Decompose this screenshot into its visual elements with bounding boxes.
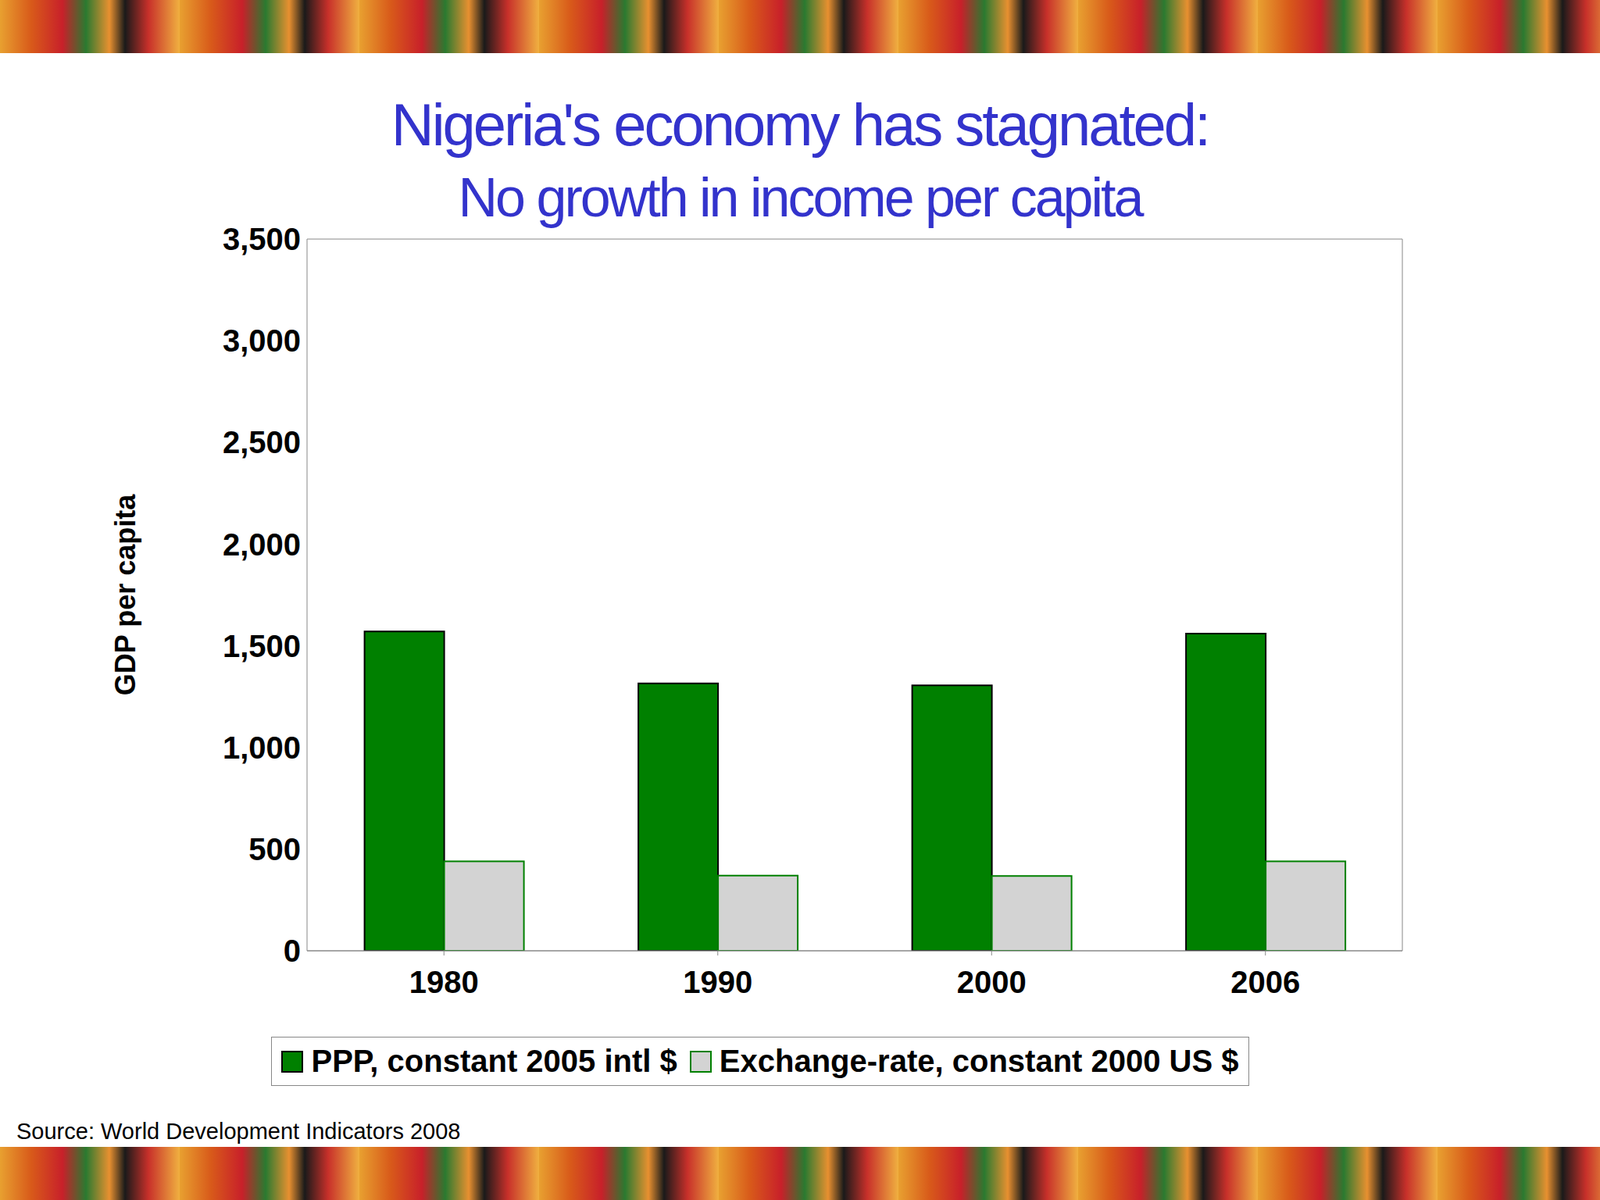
html-text:PPP, constant 2005 intl $: PPP, constant 2005 intl $ [311, 1043, 678, 1079]
svg-text:2,000: 2,000 [222, 527, 301, 562]
svg-text:1,500: 1,500 [222, 628, 301, 664]
svg-text:1,000: 1,000 [222, 730, 301, 765]
html-text:No growth in income per capita: No growth in income per capita [458, 167, 1142, 229]
svg-text:500: 500 [248, 832, 301, 867]
svg-text:2000: 2000 [957, 964, 1027, 1000]
html-text:Source: World Development Indi: Source: World Development Indicators 200… [16, 1118, 461, 1144]
svg-text:1980: 1980 [409, 964, 479, 1000]
svg-text:2,500: 2,500 [222, 425, 301, 460]
html-text:Nigeria's economy has stagnate: Nigeria's economy has stagnated: [391, 91, 1209, 158]
svg-text:3,500: 3,500 [222, 221, 301, 257]
svg-text:GDP per capita: GDP per capita [109, 493, 142, 696]
svg-text:1990: 1990 [682, 964, 753, 1000]
svg-text:2006: 2006 [1230, 964, 1300, 1000]
svg-text:3,000: 3,000 [222, 323, 301, 358]
svg-text:0: 0 [283, 933, 301, 968]
html-text:Exchange-rate, constant 2000 U: Exchange-rate, constant 2000 US $ [719, 1043, 1239, 1079]
